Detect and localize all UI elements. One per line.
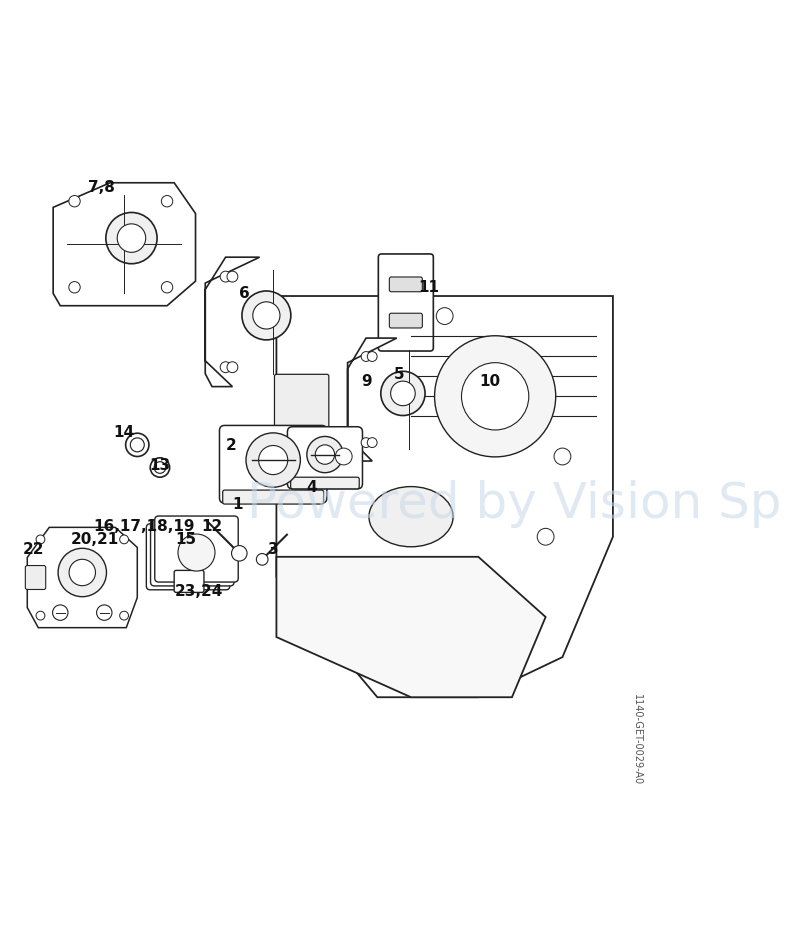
Circle shape (69, 197, 80, 208)
Circle shape (361, 438, 371, 448)
FancyBboxPatch shape (174, 571, 204, 592)
Circle shape (154, 462, 166, 474)
Polygon shape (277, 297, 613, 697)
FancyBboxPatch shape (274, 375, 329, 479)
Circle shape (36, 611, 45, 621)
Circle shape (246, 433, 300, 488)
Circle shape (69, 283, 80, 294)
FancyBboxPatch shape (287, 427, 362, 490)
Circle shape (120, 535, 129, 544)
Circle shape (220, 362, 231, 373)
Circle shape (69, 560, 95, 586)
Circle shape (381, 372, 425, 417)
Text: 22: 22 (23, 541, 45, 556)
FancyBboxPatch shape (219, 426, 327, 504)
Circle shape (367, 352, 377, 362)
Circle shape (170, 538, 206, 576)
Text: 1140-GET-0029-A0: 1140-GET-0029-A0 (632, 694, 642, 784)
Circle shape (242, 292, 291, 341)
Circle shape (97, 606, 112, 621)
FancyBboxPatch shape (26, 566, 46, 590)
Circle shape (58, 548, 106, 597)
Text: 6: 6 (238, 286, 250, 301)
FancyBboxPatch shape (390, 278, 422, 292)
Circle shape (130, 438, 144, 452)
Circle shape (150, 459, 170, 477)
Circle shape (118, 225, 146, 253)
Circle shape (554, 448, 571, 465)
Text: 10: 10 (479, 373, 501, 388)
Text: 13: 13 (150, 458, 170, 473)
Text: 2: 2 (226, 438, 237, 453)
Circle shape (36, 535, 45, 544)
Circle shape (162, 197, 173, 208)
FancyBboxPatch shape (146, 524, 230, 591)
Text: 4: 4 (306, 480, 318, 495)
Circle shape (178, 534, 215, 572)
FancyBboxPatch shape (150, 520, 234, 586)
Circle shape (256, 554, 268, 565)
Circle shape (315, 446, 334, 465)
FancyBboxPatch shape (378, 255, 434, 352)
Polygon shape (27, 528, 138, 628)
Circle shape (53, 606, 68, 621)
FancyBboxPatch shape (154, 517, 238, 582)
Circle shape (220, 271, 231, 283)
Circle shape (258, 446, 288, 475)
Text: 12: 12 (201, 519, 222, 534)
Text: 11: 11 (418, 280, 439, 295)
Polygon shape (347, 339, 397, 461)
Circle shape (307, 437, 343, 474)
Polygon shape (53, 183, 195, 306)
Circle shape (126, 433, 149, 457)
Circle shape (174, 536, 210, 574)
Circle shape (367, 438, 377, 448)
Polygon shape (206, 258, 259, 388)
Text: 3: 3 (268, 541, 278, 556)
Circle shape (462, 363, 529, 431)
Text: Powered by Vision Sp: Powered by Vision Sp (247, 479, 782, 528)
Circle shape (434, 336, 556, 458)
Circle shape (390, 382, 415, 406)
Text: 14: 14 (114, 425, 135, 440)
FancyBboxPatch shape (290, 477, 359, 490)
Circle shape (227, 362, 238, 373)
Text: 7,8: 7,8 (88, 180, 115, 195)
Circle shape (253, 302, 280, 329)
Text: 16,17,18,19: 16,17,18,19 (93, 519, 194, 534)
Circle shape (538, 529, 554, 546)
Text: 15: 15 (175, 532, 196, 547)
Circle shape (227, 271, 238, 283)
Text: 1: 1 (232, 496, 243, 511)
FancyBboxPatch shape (390, 314, 422, 329)
Circle shape (335, 448, 352, 465)
Text: 23,24: 23,24 (174, 583, 223, 598)
Circle shape (120, 611, 129, 621)
Polygon shape (277, 557, 546, 697)
Circle shape (361, 352, 371, 362)
Text: 5: 5 (394, 367, 405, 382)
Circle shape (162, 283, 173, 294)
Text: 9: 9 (362, 373, 372, 388)
Ellipse shape (369, 487, 453, 548)
FancyBboxPatch shape (222, 490, 324, 505)
Text: 20,21: 20,21 (71, 532, 119, 547)
Circle shape (436, 308, 453, 325)
Circle shape (231, 546, 247, 562)
Circle shape (106, 213, 157, 265)
